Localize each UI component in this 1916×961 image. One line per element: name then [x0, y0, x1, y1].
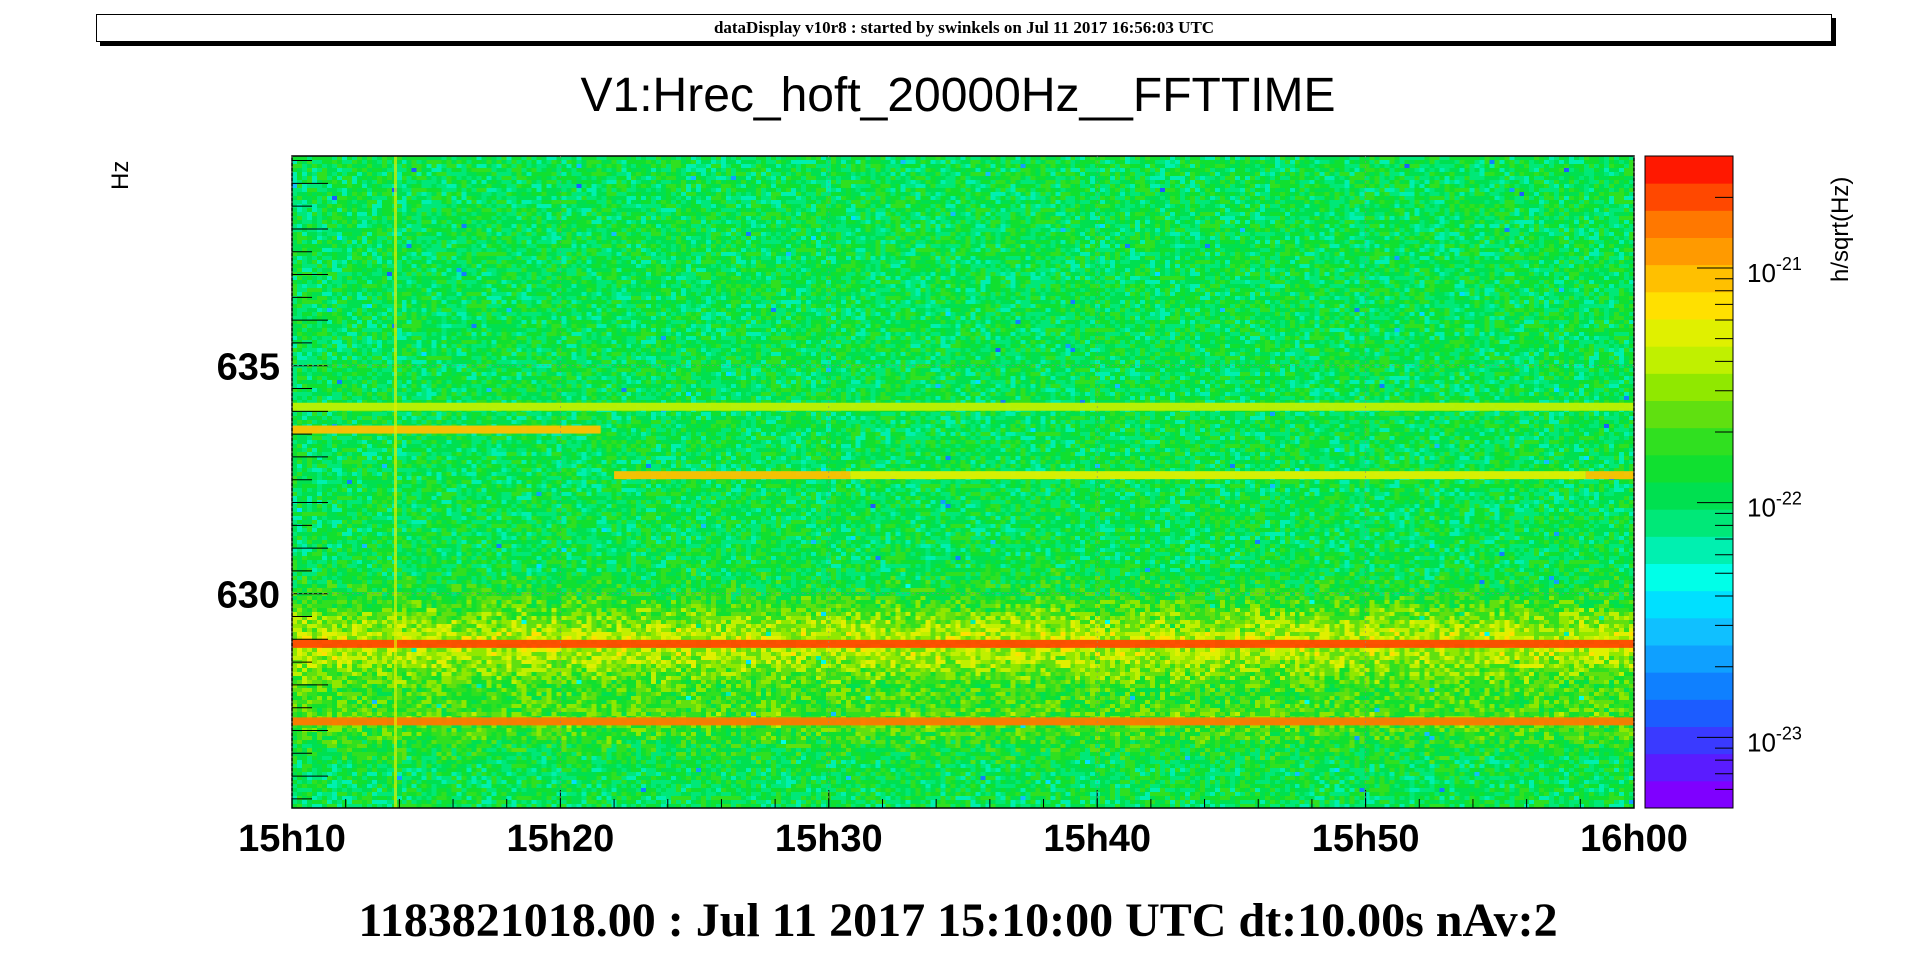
color-scale: 10-23 10-22 10-21: [1644, 155, 1802, 809]
y-axis: 630 635: [217, 160, 1634, 800]
color-scale-tick-label: 10-23: [1747, 723, 1802, 757]
color-scale-swatch: [1645, 400, 1733, 429]
x-tick-label: 15h10: [238, 818, 346, 860]
x-axis: 15h10 15h20 15h30 15h40 15h50 16h00: [238, 156, 1688, 860]
color-scale-swatch: [1645, 590, 1733, 619]
banner: dataDisplay v10r8 : started by swinkels …: [96, 14, 1832, 42]
spectral-line-1: [614, 471, 851, 480]
glitch-line: [393, 156, 397, 808]
x-tick-label: 15h30: [775, 818, 883, 860]
color-scale-swatch: [1645, 482, 1733, 510]
x-tick-label: 16h00: [1580, 818, 1688, 860]
y-tick-label: 630: [217, 575, 280, 617]
color-scale-tick-label: 10-22: [1747, 489, 1802, 523]
color-scale-swatch: [1645, 645, 1733, 673]
spectral-line-0: [292, 425, 601, 434]
color-scale-swatch: [1645, 291, 1733, 320]
footer-info: 1183821018.00 : Jul 11 2017 15:10:00 UTC…: [358, 894, 1558, 947]
spectral-line-5: [292, 639, 1634, 648]
spectral-line-6: [292, 717, 1634, 726]
x-tick-label: 15h40: [1043, 818, 1151, 860]
color-scale-swatch: [1645, 156, 1733, 184]
y-tick-label: 635: [217, 347, 280, 389]
color-scale-label: h/sqrt(Hz): [1827, 177, 1854, 282]
color-scale-swatch: [1645, 346, 1733, 374]
heatmap-image: [292, 156, 1634, 808]
color-scale-swatch: [1645, 672, 1733, 700]
color-scale-swatch: [1645, 210, 1733, 238]
spectral-line-4: [292, 402, 1634, 411]
color-scale-swatch: [1645, 536, 1733, 564]
x-tick-label: 15h50: [1312, 818, 1420, 860]
color-scale-swatch: [1645, 726, 1733, 755]
color-scale-swatch: [1645, 373, 1733, 401]
color-scale-swatch: [1645, 454, 1733, 483]
color-scale-swatch: [1645, 699, 1733, 727]
color-scale-swatch: [1645, 753, 1733, 782]
spectral-lines: [292, 156, 1634, 808]
color-scale-swatch: [1645, 319, 1733, 347]
color-scale-swatch: [1645, 237, 1733, 266]
color-scale-frame: [1644, 155, 1734, 809]
spectral-line-2: [850, 471, 1586, 480]
color-scale-swatch: [1645, 563, 1733, 592]
heatmap-cells: [292, 156, 1634, 808]
x-tick-label: 15h20: [507, 818, 615, 860]
color-scale-tick-label: 10-21: [1747, 254, 1802, 288]
color-scale-swatch: [1645, 780, 1733, 809]
color-scale-swatch: [1645, 617, 1733, 646]
chart-title: V1:Hrec_hoft_20000Hz__FFTTIME: [580, 69, 1336, 122]
spectral-line-3: [1585, 471, 1634, 480]
y-axis-label: Hz: [107, 161, 134, 190]
